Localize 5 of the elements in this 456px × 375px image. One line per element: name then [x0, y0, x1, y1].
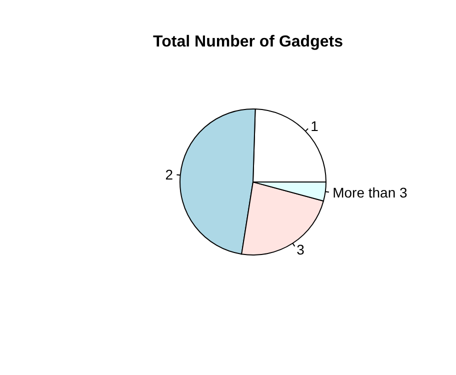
slice-label: 2 [165, 166, 174, 182]
slice-label: More than 3 [332, 184, 408, 201]
chart-title: Total Number of Gadgets [153, 34, 344, 50]
slice-label: 3 [296, 241, 305, 258]
slice-label: 1 [310, 118, 319, 134]
